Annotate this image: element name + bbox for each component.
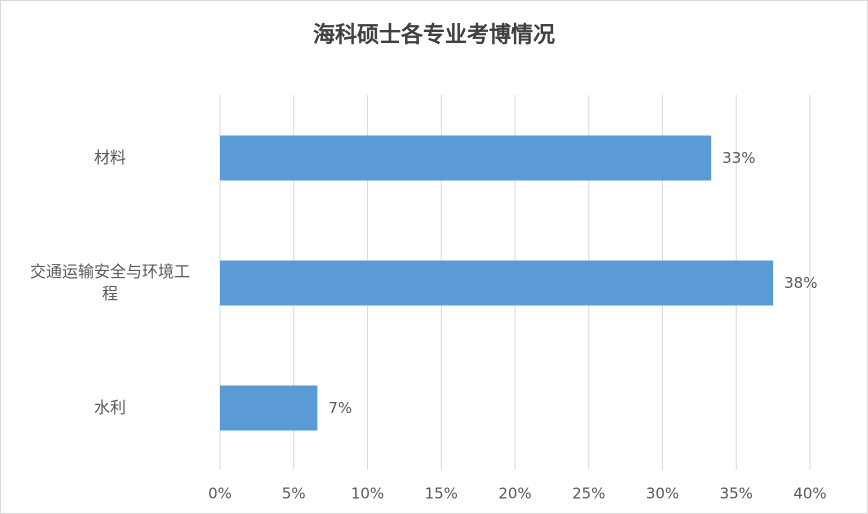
x-tick-label: 30% <box>646 485 679 503</box>
x-tick-label: 20% <box>498 485 531 503</box>
x-tick-label: 0% <box>208 485 232 503</box>
chart-title: 海科硕士各专业考博情况 <box>313 22 555 48</box>
y-tick-label: 交通运输安全与环境工程 <box>29 261 190 303</box>
data-label: 33% <box>722 149 755 167</box>
y-tick-label: 水利 <box>93 397 126 417</box>
x-tick-label: 35% <box>720 485 753 503</box>
bar <box>220 135 712 181</box>
bar <box>220 385 318 431</box>
data-label: 38% <box>784 274 817 292</box>
y-tick-label: 材料 <box>93 147 126 167</box>
x-tick-label: 40% <box>793 485 826 503</box>
x-tick-label: 15% <box>425 485 458 503</box>
x-tick-label: 10% <box>351 485 384 503</box>
bar <box>220 260 774 306</box>
x-tick-label: 25% <box>572 485 605 503</box>
data-label: 7% <box>328 399 352 417</box>
x-tick-label: 5% <box>282 485 306 503</box>
